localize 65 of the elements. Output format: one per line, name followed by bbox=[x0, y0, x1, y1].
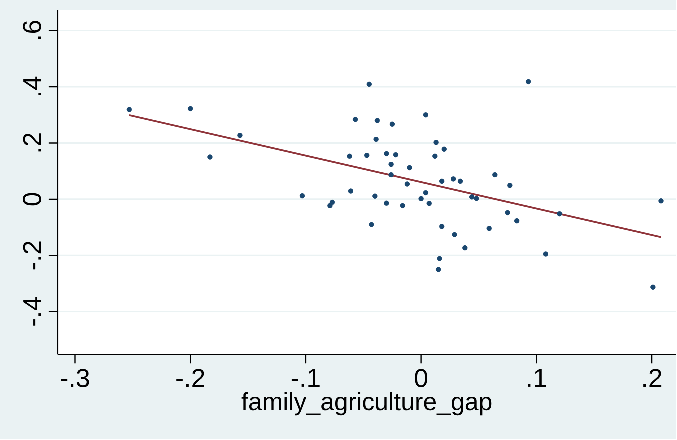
point bbox=[404, 182, 410, 188]
y-tick-label: .4 bbox=[24, 77, 42, 96]
point bbox=[426, 201, 432, 206]
x-tick-label: .1 bbox=[528, 369, 546, 388]
point bbox=[384, 152, 390, 157]
point bbox=[474, 196, 480, 202]
point bbox=[658, 198, 664, 204]
point bbox=[439, 179, 445, 184]
point bbox=[432, 154, 438, 160]
point bbox=[543, 252, 548, 258]
point bbox=[374, 118, 380, 124]
point bbox=[352, 117, 358, 122]
point bbox=[423, 112, 429, 118]
point bbox=[388, 162, 394, 168]
x-tick-label: -.2 bbox=[176, 369, 204, 388]
point bbox=[188, 106, 194, 112]
point bbox=[557, 212, 562, 217]
y-tick-label: .6 bbox=[23, 21, 42, 40]
point bbox=[458, 179, 464, 184]
point bbox=[437, 256, 442, 262]
point bbox=[462, 246, 468, 251]
point bbox=[514, 218, 520, 224]
x-tick-label: 0 bbox=[415, 369, 428, 388]
point bbox=[348, 188, 354, 194]
point bbox=[650, 285, 656, 290]
point bbox=[330, 200, 336, 206]
point bbox=[372, 194, 378, 200]
point bbox=[492, 172, 498, 178]
point bbox=[526, 80, 532, 85]
x-tick-label: -.1 bbox=[292, 369, 320, 388]
y-tick-label: -.2 bbox=[23, 242, 42, 270]
point bbox=[126, 107, 132, 113]
point bbox=[300, 194, 306, 199]
point bbox=[366, 82, 372, 88]
y-tick-label: .2 bbox=[23, 134, 42, 152]
point bbox=[436, 267, 442, 273]
point bbox=[434, 140, 439, 146]
point bbox=[451, 176, 456, 182]
point bbox=[505, 210, 510, 216]
point bbox=[407, 166, 412, 171]
point bbox=[400, 204, 406, 209]
point bbox=[469, 194, 475, 200]
point bbox=[388, 172, 394, 178]
y-tick-label: -.4 bbox=[24, 298, 42, 326]
point bbox=[374, 137, 379, 142]
point bbox=[384, 201, 390, 206]
point bbox=[328, 204, 333, 209]
point bbox=[452, 232, 458, 238]
point bbox=[208, 154, 213, 160]
y-tick-label: 0 bbox=[23, 193, 42, 206]
point bbox=[369, 222, 374, 228]
point bbox=[442, 147, 447, 152]
x-axis-title: family_agriculture_gap bbox=[242, 392, 492, 416]
point bbox=[423, 190, 429, 196]
x-tick-label: -.3 bbox=[61, 369, 90, 388]
point bbox=[418, 196, 424, 202]
x-tick-label: .2 bbox=[644, 369, 662, 388]
point bbox=[486, 226, 492, 232]
point bbox=[364, 153, 370, 158]
point bbox=[393, 152, 399, 158]
point bbox=[390, 122, 396, 128]
point bbox=[439, 224, 445, 230]
point bbox=[347, 154, 352, 160]
point bbox=[508, 183, 513, 189]
point bbox=[238, 133, 243, 138]
